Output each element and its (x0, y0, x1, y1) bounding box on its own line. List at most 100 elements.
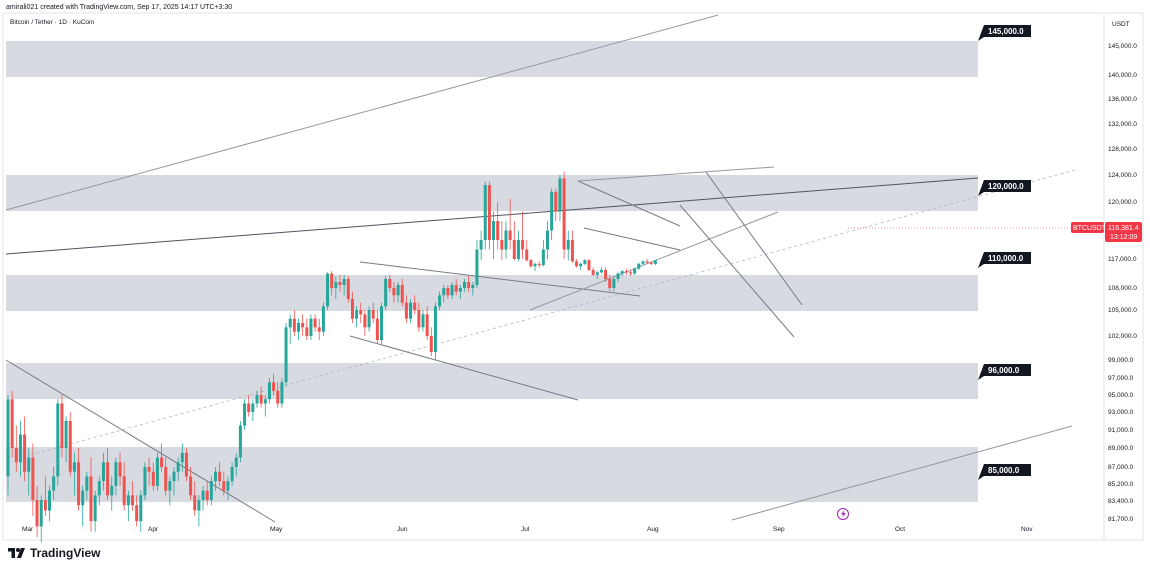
candle-body-87 (367, 310, 371, 328)
candle-134 (562, 171, 566, 259)
candle-26 (114, 457, 118, 496)
price-tag-bg (1105, 222, 1142, 242)
y-tick-15: 91,000.0 (1108, 427, 1134, 434)
candle-100 (421, 310, 425, 332)
candle-96 (404, 295, 408, 323)
candle-127 (533, 262, 537, 272)
candle-22 (97, 476, 101, 506)
currency-label: USDT (1112, 21, 1130, 28)
candle-body-46 (197, 500, 201, 511)
candle-body-47 (201, 490, 205, 501)
candle-body-21 (93, 495, 97, 522)
candle-97 (409, 299, 413, 323)
candle-155 (649, 261, 653, 266)
candle-29 (126, 490, 130, 522)
candle-body-107 (450, 285, 454, 296)
candle-16 (72, 452, 76, 496)
trendline-12[interactable] (731, 425, 1073, 521)
candle-119 (500, 221, 504, 261)
trendline-9[interactable] (583, 227, 681, 251)
trendline-5[interactable] (349, 335, 579, 401)
candle-93 (392, 282, 396, 303)
candle-body-1 (10, 399, 14, 448)
candle-131 (550, 188, 554, 240)
candle-body-59 (251, 403, 255, 412)
attribution-text: amirali021 created with TradingView.com,… (6, 4, 233, 11)
candle-33 (143, 462, 147, 501)
candle-body-106 (446, 288, 450, 296)
price-axis[interactable]: USDT 145,000.0 140,000.0 136,000.0 132,000.… (1108, 21, 1137, 523)
tradingview-footer[interactable]: TradingView (8, 546, 100, 560)
trendline-11[interactable] (679, 204, 795, 338)
trendline-0[interactable] (5, 14, 719, 211)
candle-43 (184, 448, 188, 482)
candle-13 (60, 395, 64, 458)
candle-body-83 (350, 299, 354, 319)
candle-body-111 (467, 282, 471, 288)
zone-3 (6, 363, 978, 399)
candle-body-134 (562, 178, 566, 250)
symbol-tag-bg (1071, 222, 1104, 233)
candle-72 (305, 318, 309, 340)
x-tick-sep: Sep (773, 526, 785, 533)
level-label-2[interactable]: 110,000.0 (978, 252, 1031, 268)
trendline-1[interactable] (5, 177, 979, 255)
y-tick-11: 99,000.0 (1108, 357, 1134, 364)
candle-108 (454, 279, 458, 296)
current-price-tag: BTCUSDT 116,381.4 13:12:09 (1071, 222, 1142, 242)
trendline-8[interactable] (577, 180, 681, 227)
candle-body-15 (68, 421, 72, 472)
trendline-4[interactable] (359, 261, 641, 297)
y-tick-16: 89,000.0 (1108, 445, 1134, 452)
candle-34 (147, 457, 151, 486)
candle-25 (110, 476, 114, 511)
trendline-7[interactable] (577, 166, 775, 182)
trendlines-group (5, 14, 1104, 523)
candle-body-58 (247, 403, 251, 412)
candle-109 (458, 285, 462, 299)
candle-27 (118, 452, 122, 486)
level-label-3[interactable]: 96,000.0 (978, 364, 1031, 380)
candle-body-120 (504, 230, 508, 250)
candle-body-26 (114, 462, 118, 486)
lightning-icon[interactable] (837, 508, 849, 520)
level-label-text-3: 96,000.0 (988, 366, 1020, 375)
trendline-2[interactable] (5, 359, 276, 523)
y-tick-19: 83,400.0 (1108, 498, 1134, 505)
candle-74 (313, 314, 317, 332)
candle-body-77 (326, 273, 330, 307)
candle-body-115 (483, 185, 487, 240)
level-label-4[interactable]: 85,000.0 (978, 464, 1031, 480)
candle-body-144 (604, 269, 608, 279)
candle-body-122 (512, 240, 516, 259)
candle-body-101 (425, 314, 429, 336)
candle-body-0 (6, 399, 10, 477)
trendline-10[interactable] (705, 171, 803, 306)
x-tick-mar: Mar (22, 526, 34, 533)
time-axis[interactable]: Mar Apr May Jun Jul Aug Sep Oct Nov (22, 526, 1033, 533)
level-label-0[interactable]: 145,000.0 (978, 25, 1031, 41)
level-label-1[interactable]: 120,000.0 (978, 180, 1031, 196)
candle-84 (355, 306, 359, 328)
candle-body-32 (139, 495, 143, 522)
candle-body-151 (633, 268, 637, 274)
candle-body-5 (27, 457, 31, 472)
candle-144 (604, 267, 608, 282)
candle-body-133 (558, 178, 562, 212)
level-label-bg-3 (978, 364, 1031, 380)
candle-138 (579, 262, 583, 270)
candle-152 (637, 262, 641, 270)
candle-112 (471, 282, 475, 296)
candle-114 (479, 230, 483, 261)
level-label-bg-1 (978, 180, 1031, 196)
trendline-3[interactable] (29, 169, 1076, 456)
candle-140 (587, 259, 591, 272)
candle-60 (255, 390, 259, 408)
candle-55 (234, 452, 238, 477)
candle-body-100 (421, 314, 425, 328)
y-tick-18: 85,200.0 (1108, 481, 1134, 488)
candle-body-124 (521, 240, 525, 250)
candle-body-66 (280, 382, 284, 404)
candle-body-53 (226, 481, 230, 491)
